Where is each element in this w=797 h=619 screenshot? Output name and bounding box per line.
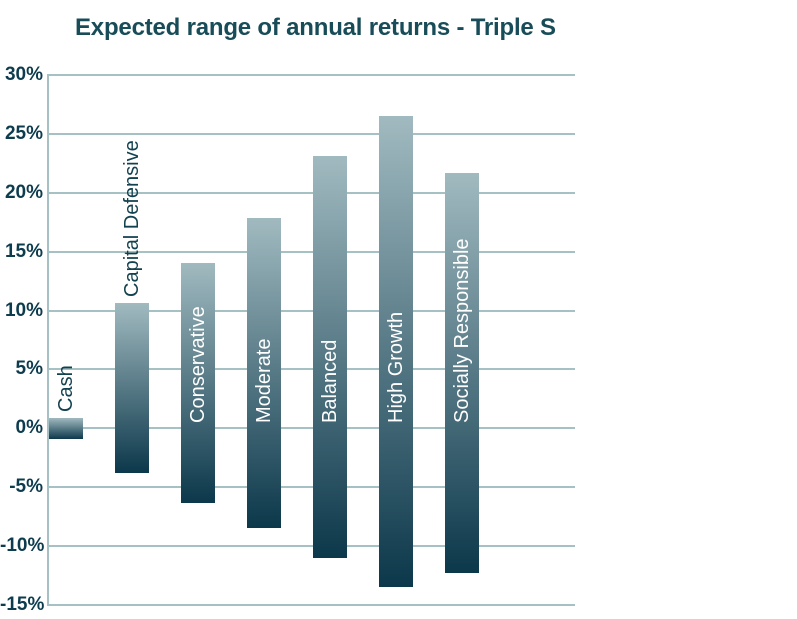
gridline-25- [49, 132, 575, 135]
bar-cash [49, 417, 83, 439]
y-tick-label-25-: 25% [4, 122, 43, 144]
gridline--5- [49, 486, 575, 489]
chart-title: Expected range of annual returns - Tripl… [75, 14, 556, 41]
bar-moderate [247, 217, 281, 529]
bar-label-balanced: Balanced [319, 339, 341, 424]
y-tick-label--15-: -15% [0, 594, 45, 615]
y-axis-line [47, 74, 49, 606]
y-tick-label-30-: 30% [4, 64, 43, 85]
gridline-5- [49, 368, 575, 371]
bar-label-cash: Cash [55, 365, 77, 412]
bar-capital-defensive [115, 303, 149, 474]
gridline-15- [49, 250, 575, 253]
gridline-30- [49, 74, 575, 76]
bar-label-conservative: Conservative [187, 306, 209, 424]
y-tick-label-0-: 0% [15, 417, 43, 439]
gridline-10- [49, 309, 575, 312]
gridline--10- [49, 545, 575, 548]
y-tick-label-5-: 5% [15, 358, 43, 380]
y-tick-label-20-: 20% [4, 181, 43, 203]
gridline-0- [49, 427, 575, 430]
bar-label-capital-defensive: Capital Defensive [121, 140, 143, 298]
bar-high-growth [379, 116, 413, 588]
y-tick-label--10-: -10% [0, 535, 45, 557]
y-tick-label-15-: 15% [4, 240, 43, 262]
y-tick-label--5-: -5% [9, 476, 43, 498]
bar-label-high-growth: High Growth [385, 312, 407, 424]
bar-conservative [181, 263, 215, 503]
gridline-20- [49, 191, 575, 194]
y-tick-label-10-: 10% [4, 299, 43, 321]
gridline--15- [49, 604, 575, 606]
bar-balanced [313, 156, 347, 558]
bar-socially-responsible [445, 172, 479, 574]
bar-label-moderate: Moderate [253, 338, 275, 424]
bar-label-socially-responsible: Socially Responsible [451, 238, 473, 424]
